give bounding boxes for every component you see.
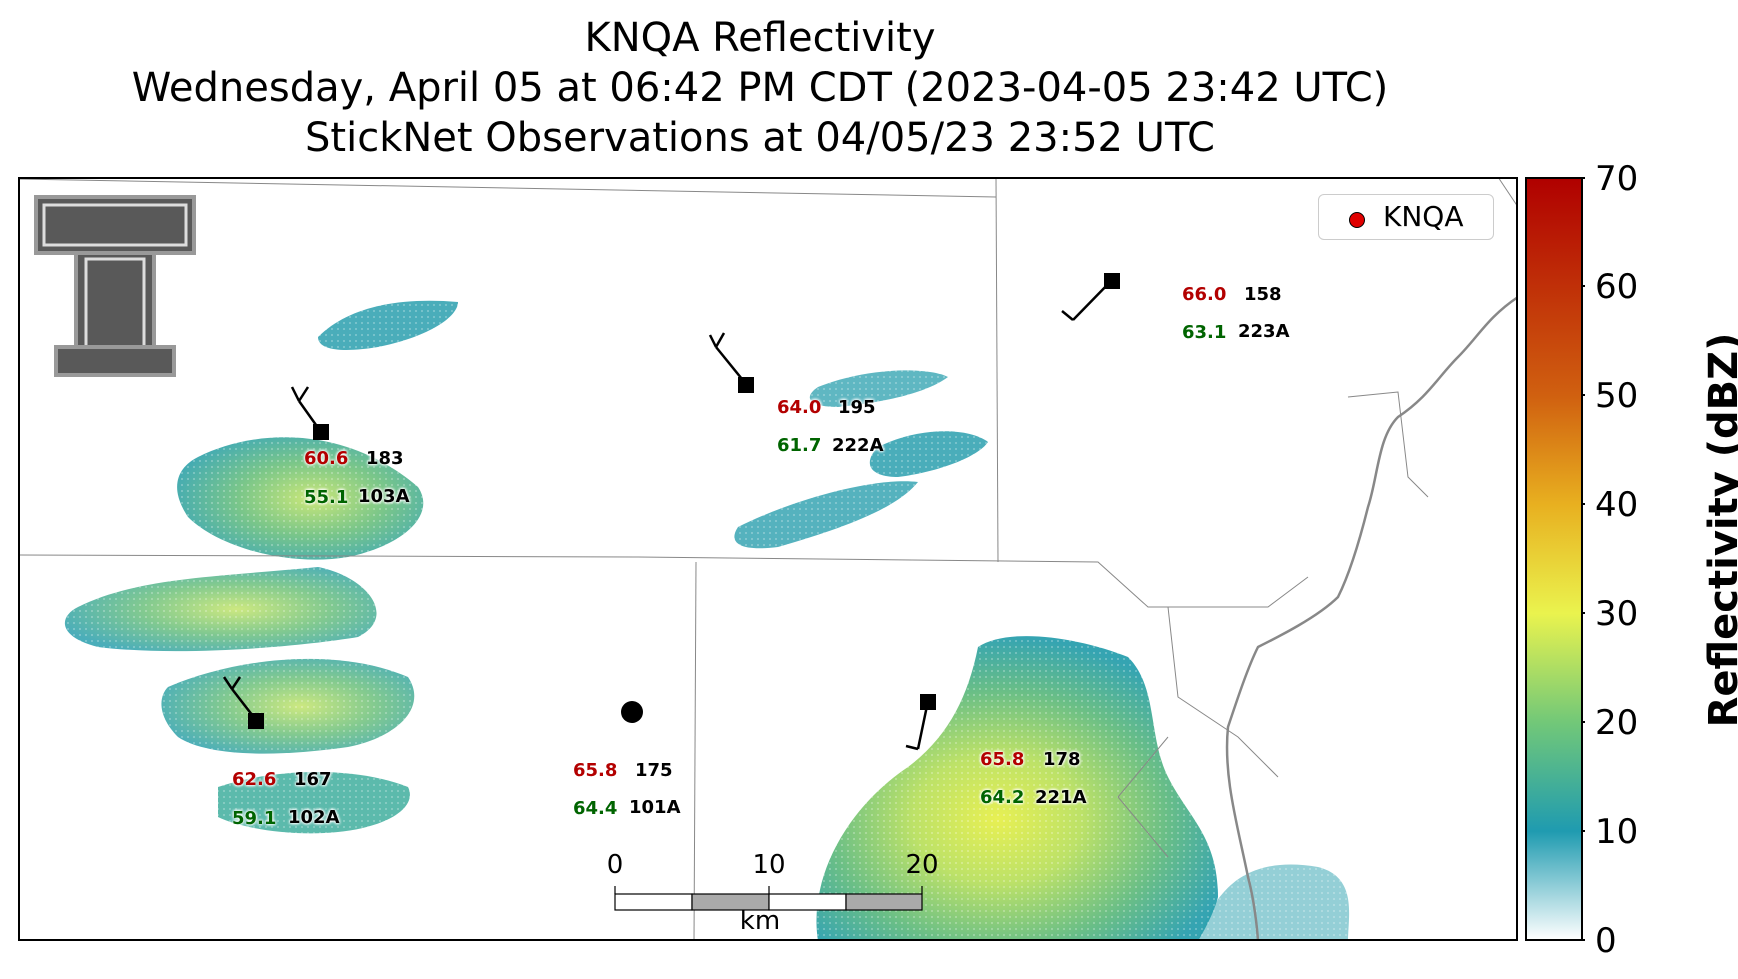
station-marker: [738, 377, 754, 393]
state-county-boundaries: [18, 177, 1518, 941]
scalebar-unit: km: [739, 906, 781, 936]
station-temp: 65.8: [573, 760, 618, 781]
station-elev: 175: [635, 760, 673, 781]
scalebar-tick: 20: [905, 850, 939, 880]
station-elev: 178: [1043, 749, 1081, 770]
title-observations: StickNet Observations at 04/05/23 23:52 …: [305, 115, 1215, 161]
station-elev: 158: [1244, 284, 1282, 305]
title-radar: KNQA Reflectivity: [584, 15, 936, 61]
station-temp: 62.6: [232, 769, 277, 790]
station-markers: [248, 273, 1120, 729]
station-temp: 66.0: [1182, 284, 1227, 305]
station-dewpoint: 55.1: [304, 487, 349, 508]
station-elev: 167: [294, 769, 332, 790]
scalebar-tick: 0: [606, 850, 624, 880]
colorbar-tick: 50: [1595, 376, 1639, 416]
station-dewpoint: 63.1: [1182, 322, 1227, 343]
colorbar-tick: 70: [1595, 159, 1639, 199]
station-dewpoint: 64.2: [980, 787, 1025, 808]
station-marker: [920, 694, 936, 710]
colorbar-tick: 30: [1595, 594, 1639, 634]
reflectivity-echoes: [18, 177, 1518, 941]
title-datetime: Wednesday, April 05 at 06:42 PM CDT (202…: [131, 65, 1389, 111]
colorbar-tick: 20: [1595, 703, 1639, 743]
station-temp: 64.0: [777, 397, 822, 418]
colorbar-tick: 0: [1595, 921, 1617, 961]
scale-bar: [614, 886, 923, 911]
scalebar-tick: 10: [752, 850, 786, 880]
river: [1225, 295, 1518, 941]
colorbar: [1525, 177, 1585, 941]
station-marker: [248, 713, 264, 729]
colorbar-tick: 10: [1595, 812, 1639, 852]
station-id: 222A: [832, 435, 884, 456]
station-dewpoint: 64.4: [573, 798, 618, 819]
colorbar-tick: 40: [1595, 485, 1639, 525]
legend: KNQA: [1318, 194, 1494, 240]
station-id: 223A: [1238, 321, 1290, 342]
station-marker: [313, 424, 329, 440]
station-id: 221A: [1035, 787, 1087, 808]
station-id: 102A: [288, 807, 340, 828]
colorbar-tick: 60: [1595, 267, 1639, 307]
station-marker: [621, 701, 643, 723]
station-dewpoint: 59.1: [232, 808, 277, 829]
station-elev: 195: [838, 397, 876, 418]
station-dewpoint: 61.7: [777, 435, 822, 456]
station-temp: 60.6: [304, 448, 349, 469]
station-id: 101A: [629, 797, 681, 818]
station-temp: 65.8: [980, 749, 1025, 770]
map-frame: [18, 177, 1518, 941]
station-id: 103A: [358, 486, 410, 507]
texas-tech-logo: [34, 195, 196, 377]
colorbar-label: Reflectivity (dBZ): [1701, 332, 1738, 728]
radar-site-marker-icon: [1349, 212, 1365, 228]
station-marker: [1104, 273, 1120, 289]
station-elev: 183: [366, 448, 404, 469]
radar-map: [18, 177, 1518, 941]
legend-label: KNQA: [1383, 200, 1464, 233]
